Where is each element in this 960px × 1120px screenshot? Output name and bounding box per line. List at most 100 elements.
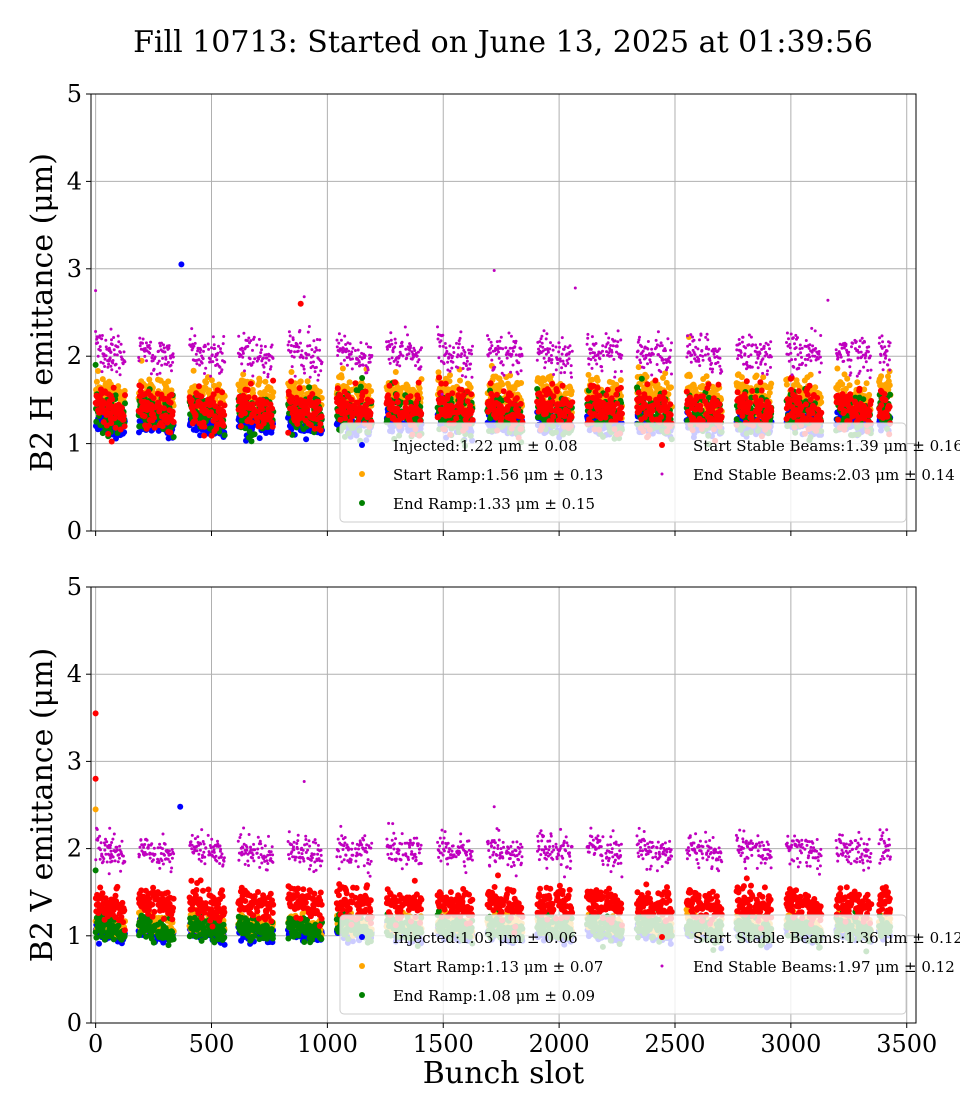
data-point [153, 355, 157, 359]
data-point [818, 409, 825, 416]
data-point [643, 373, 650, 380]
data-point [109, 327, 113, 331]
data-point [157, 349, 160, 353]
data-point [240, 362, 244, 366]
data-point [240, 371, 247, 378]
data-point [667, 411, 674, 418]
data-point [122, 350, 126, 354]
data-point [839, 381, 846, 388]
data-point [554, 388, 560, 395]
data-point [866, 408, 873, 414]
data-point [96, 354, 100, 358]
data-point [316, 406, 323, 412]
data-point [244, 387, 251, 393]
data-point [158, 344, 162, 348]
data-point [241, 410, 248, 417]
data-point [667, 401, 674, 408]
data-point [886, 382, 893, 389]
data-point [155, 372, 159, 376]
data-point [149, 372, 153, 376]
data-point [117, 366, 121, 370]
data-point [198, 393, 205, 400]
data-point [436, 374, 443, 381]
data-point [161, 356, 165, 360]
data-point [338, 374, 345, 381]
data-point [171, 355, 175, 359]
data-point [208, 357, 212, 361]
y-tick-label: 5 [67, 80, 82, 108]
data-point [149, 340, 153, 344]
data-point [248, 419, 255, 426]
data-point [104, 354, 108, 358]
data-point [498, 415, 505, 422]
data-point [818, 399, 825, 406]
data-point [318, 413, 325, 420]
data-point [148, 351, 152, 355]
data-point [493, 391, 500, 398]
data-point [113, 435, 119, 442]
data-point [856, 385, 863, 392]
data-point [112, 348, 116, 352]
data-point [201, 423, 208, 430]
data-point [211, 335, 215, 339]
data-point [288, 369, 295, 375]
data-point [237, 423, 244, 430]
data-point [803, 401, 809, 408]
data-point [296, 385, 303, 392]
data-point [594, 377, 601, 384]
data-point [117, 340, 121, 344]
data-point [317, 427, 324, 434]
data-point [208, 377, 215, 384]
data-point [766, 389, 773, 396]
outlier-point [92, 361, 99, 368]
data-point [241, 355, 245, 359]
data-point [110, 384, 117, 391]
data-point [309, 391, 316, 397]
data-point [306, 384, 313, 391]
data-point [841, 371, 848, 378]
data-point [638, 375, 645, 382]
data-point [687, 394, 693, 401]
data-point [389, 400, 396, 407]
data-point [863, 380, 870, 387]
data-point [109, 364, 113, 368]
data-point [515, 407, 522, 414]
data-point [101, 361, 105, 365]
data-point [106, 365, 110, 369]
data-point [190, 327, 194, 331]
data-point [190, 367, 197, 374]
data-point [111, 359, 115, 362]
data-point [753, 372, 760, 379]
data-point [367, 410, 374, 417]
data-point [93, 418, 100, 425]
data-point [150, 395, 157, 402]
data-point [549, 380, 556, 387]
data-point [749, 388, 756, 394]
data-point [617, 384, 624, 391]
data-point [668, 384, 674, 391]
data-point [357, 383, 364, 390]
data-point [635, 364, 642, 371]
data-point [199, 348, 203, 352]
data-point [115, 370, 119, 374]
data-point [718, 413, 725, 420]
outlier-point [297, 300, 304, 307]
y-tick-label: 2 [67, 342, 82, 370]
data-point [449, 390, 456, 397]
data-point [212, 343, 216, 347]
data-point [884, 413, 891, 420]
data-point [95, 368, 101, 374]
data-point [162, 343, 165, 347]
data-point [145, 359, 148, 363]
data-point [602, 414, 609, 421]
data-point [717, 407, 724, 414]
data-point [210, 353, 214, 357]
data-point [246, 344, 250, 348]
data-point [885, 373, 891, 380]
data-point [705, 381, 712, 388]
data-point [393, 391, 400, 398]
data-point [245, 394, 252, 401]
data-point [100, 370, 104, 374]
data-point [207, 347, 211, 351]
